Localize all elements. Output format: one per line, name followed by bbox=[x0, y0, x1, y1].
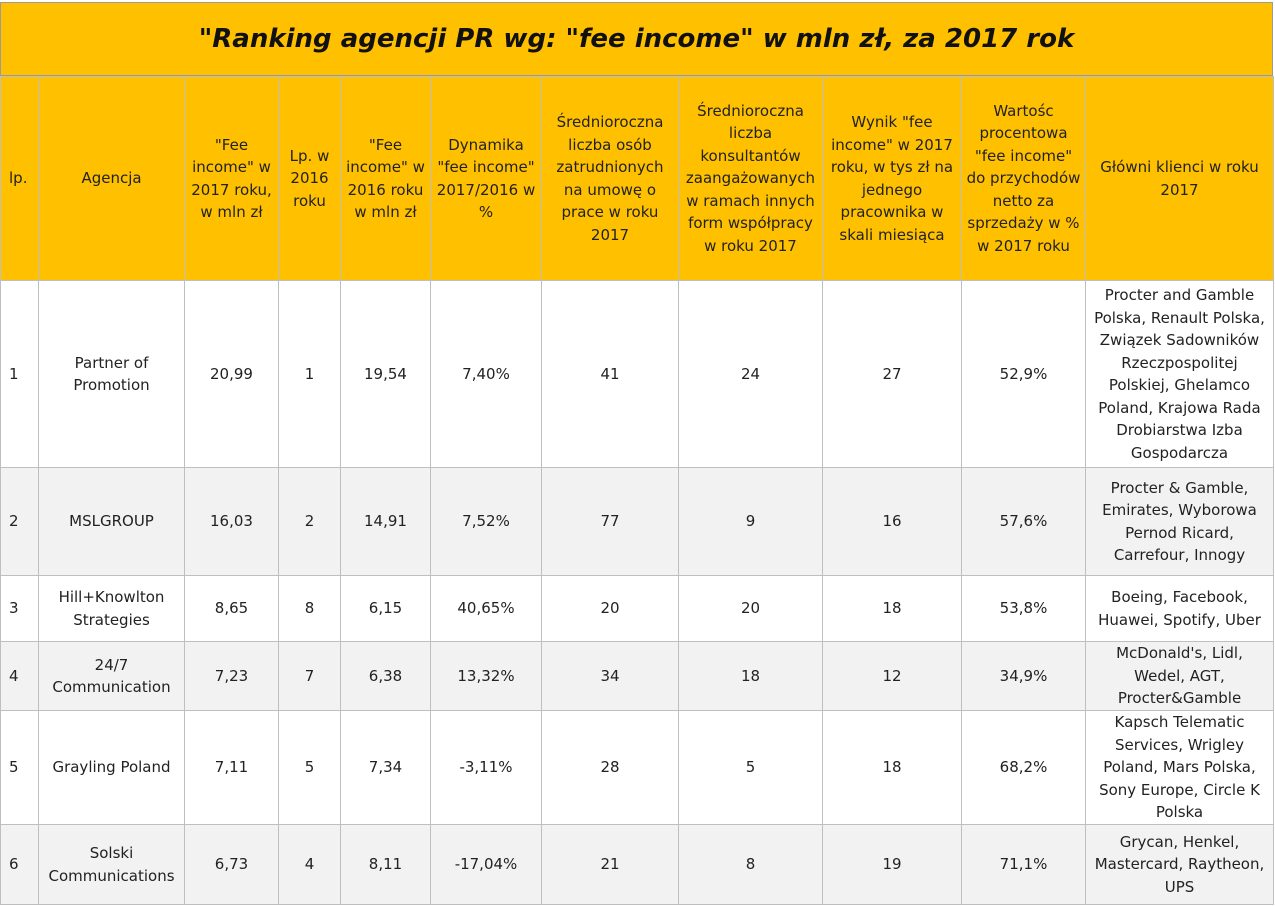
cell-fee-2016: 19,54 bbox=[340, 280, 431, 468]
cell-lp-2016: 5 bbox=[278, 710, 341, 825]
cell-consultants: 20 bbox=[678, 575, 823, 642]
table-row: 1 Partner of Promotion 20,99 1 19,54 7,4… bbox=[0, 280, 1274, 468]
cell-agency: MSLGROUP bbox=[38, 467, 185, 576]
header-lp-2016: Lp. w 2016 roku bbox=[278, 76, 341, 281]
cell-lp: 5 bbox=[0, 710, 39, 825]
cell-dynamics: 7,52% bbox=[430, 467, 542, 576]
cell-per-employee: 18 bbox=[822, 575, 962, 642]
cell-dynamics: 13,32% bbox=[430, 641, 542, 711]
cell-consultants: 9 bbox=[678, 467, 823, 576]
cell-dynamics: 7,40% bbox=[430, 280, 542, 468]
cell-clients: Boeing, Facebook, Huawei, Spotify, Uber bbox=[1085, 575, 1274, 642]
header-consultants: Średnioroczna liczba konsultantów zaanga… bbox=[678, 76, 823, 281]
cell-consultants: 24 bbox=[678, 280, 823, 468]
cell-per-employee: 27 bbox=[822, 280, 962, 468]
cell-per-employee: 18 bbox=[822, 710, 962, 825]
header-lp: lp. bbox=[0, 76, 39, 281]
ranking-table: lp. Agencja "Fee income" w 2017 roku, w … bbox=[0, 76, 1274, 905]
header-fee-2016: "Fee income" w 2016 roku w mln zł bbox=[340, 76, 431, 281]
cell-fee-2017: 8,65 bbox=[184, 575, 279, 642]
header-employees: Średnioroczna liczba osób zatrudnionych … bbox=[541, 76, 679, 281]
cell-share: 52,9% bbox=[961, 280, 1086, 468]
cell-lp: 2 bbox=[0, 467, 39, 576]
header-row: lp. Agencja "Fee income" w 2017 roku, w … bbox=[0, 76, 1274, 281]
cell-clients: Grycan, Henkel, Mastercard, Raytheon, UP… bbox=[1085, 824, 1274, 905]
cell-agency: Hill+Knowlton Strategies bbox=[38, 575, 185, 642]
table-row: 5 Grayling Poland 7,11 5 7,34 -3,11% 28 … bbox=[0, 710, 1274, 825]
cell-employees: 21 bbox=[541, 824, 679, 905]
cell-lp: 6 bbox=[0, 824, 39, 905]
header-share: Wartośc procentowa "fee income" do przyc… bbox=[961, 76, 1086, 281]
cell-fee-2017: 7,11 bbox=[184, 710, 279, 825]
cell-lp: 1 bbox=[0, 280, 39, 468]
cell-fee-2017: 6,73 bbox=[184, 824, 279, 905]
cell-clients: McDonald's, Lidl, Wedel, AGT, Procter&Ga… bbox=[1085, 641, 1274, 711]
header-per-employee: Wynik "fee income" w 2017 roku, w tys zł… bbox=[822, 76, 962, 281]
cell-dynamics: -3,11% bbox=[430, 710, 542, 825]
cell-share: 57,6% bbox=[961, 467, 1086, 576]
cell-share: 68,2% bbox=[961, 710, 1086, 825]
cell-clients: Procter & Gamble, Emirates, Wyborowa Per… bbox=[1085, 467, 1274, 576]
cell-share: 34,9% bbox=[961, 641, 1086, 711]
cell-consultants: 5 bbox=[678, 710, 823, 825]
cell-dynamics: -17,04% bbox=[430, 824, 542, 905]
cell-employees: 20 bbox=[541, 575, 679, 642]
cell-lp: 3 bbox=[0, 575, 39, 642]
cell-per-employee: 12 bbox=[822, 641, 962, 711]
cell-lp-2016: 1 bbox=[278, 280, 341, 468]
cell-employees: 28 bbox=[541, 710, 679, 825]
cell-consultants: 18 bbox=[678, 641, 823, 711]
cell-agency: Solski Communications bbox=[38, 824, 185, 905]
cell-employees: 77 bbox=[541, 467, 679, 576]
cell-fee-2017: 16,03 bbox=[184, 467, 279, 576]
cell-clients: Procter and Gamble Polska, Renault Polsk… bbox=[1085, 280, 1274, 468]
cell-lp-2016: 8 bbox=[278, 575, 341, 642]
cell-lp-2016: 2 bbox=[278, 467, 341, 576]
cell-fee-2016: 7,34 bbox=[340, 710, 431, 825]
cell-consultants: 8 bbox=[678, 824, 823, 905]
cell-share: 53,8% bbox=[961, 575, 1086, 642]
cell-lp: 4 bbox=[0, 641, 39, 711]
cell-fee-2017: 7,23 bbox=[184, 641, 279, 711]
cell-agency: Partner of Promotion bbox=[38, 280, 185, 468]
cell-share: 71,1% bbox=[961, 824, 1086, 905]
header-agency: Agencja bbox=[38, 76, 185, 281]
table-row: 2 MSLGROUP 16,03 2 14,91 7,52% 77 9 16 5… bbox=[0, 467, 1274, 576]
cell-employees: 34 bbox=[541, 641, 679, 711]
header-clients: Główni klienci w roku 2017 bbox=[1085, 76, 1274, 281]
cell-agency: 24/7 Communication bbox=[38, 641, 185, 711]
cell-fee-2016: 14,91 bbox=[340, 467, 431, 576]
cell-lp-2016: 4 bbox=[278, 824, 341, 905]
header-dynamics: Dynamika "fee income" 2017/2016 w % bbox=[430, 76, 542, 281]
cell-per-employee: 19 bbox=[822, 824, 962, 905]
cell-clients: Kapsch Telematic Services, Wrigley Polan… bbox=[1085, 710, 1274, 825]
cell-per-employee: 16 bbox=[822, 467, 962, 576]
table-row: 6 Solski Communications 6,73 4 8,11 -17,… bbox=[0, 824, 1274, 905]
cell-fee-2016: 6,15 bbox=[340, 575, 431, 642]
cell-fee-2017: 20,99 bbox=[184, 280, 279, 468]
table-title: "Ranking agencji PR wg: "fee income" w m… bbox=[0, 2, 1273, 76]
cell-agency: Grayling Poland bbox=[38, 710, 185, 825]
cell-employees: 41 bbox=[541, 280, 679, 468]
table-row: 3 Hill+Knowlton Strategies 8,65 8 6,15 4… bbox=[0, 575, 1274, 642]
cell-lp-2016: 7 bbox=[278, 641, 341, 711]
cell-dynamics: 40,65% bbox=[430, 575, 542, 642]
cell-fee-2016: 8,11 bbox=[340, 824, 431, 905]
table-row: 4 24/7 Communication 7,23 7 6,38 13,32% … bbox=[0, 641, 1274, 711]
header-fee-2017: "Fee income" w 2017 roku, w mln zł bbox=[184, 76, 279, 281]
cell-fee-2016: 6,38 bbox=[340, 641, 431, 711]
